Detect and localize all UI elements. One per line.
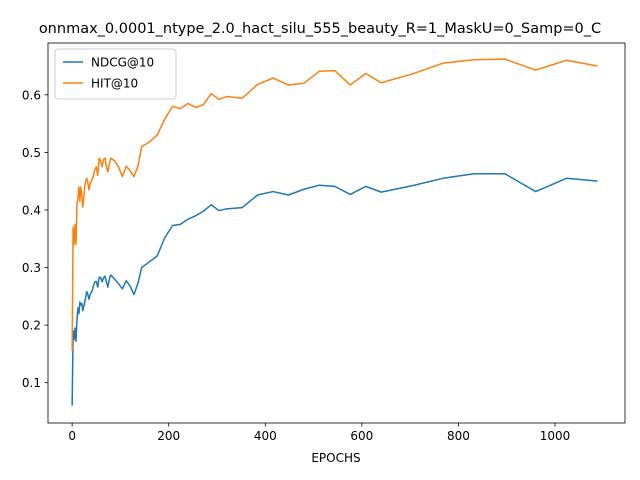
x-tick-label: 400 — [254, 429, 277, 443]
legend-label-ndcg-10: NDCG@10 — [91, 56, 154, 70]
x-tick-label: 1000 — [540, 429, 571, 443]
x-tick-label: 600 — [350, 429, 373, 443]
legend-box — [54, 48, 177, 100]
axes: 0 200 400 600 800 1000 0.1 0.2 0.3 0.4 0.5 0.6 — [22, 42, 626, 443]
x-axis-label: EPOCHS — [311, 451, 360, 465]
y-tick-label: 0.4 — [22, 203, 41, 217]
legend-label-hit-10: HIT@10 — [91, 77, 138, 91]
legend: NDCG@10 HIT@10 — [54, 48, 177, 100]
y-tick-label: 0.2 — [22, 319, 41, 333]
y-tick-label: 0.6 — [22, 88, 41, 102]
axes-frame — [47, 42, 626, 424]
chart-title: onnmax_0.0001_ntype_2.0_hact_silu_555_be… — [39, 21, 601, 37]
plot-area — [71, 58, 598, 406]
series-line-hit-10 — [71, 58, 598, 352]
y-tick-label: 0.5 — [22, 146, 41, 160]
x-tick-label: 200 — [157, 429, 180, 443]
series-line-ndcg-10 — [71, 172, 598, 406]
x-tick-label: 0 — [68, 429, 76, 443]
y-tick-label: 0.1 — [22, 376, 41, 390]
x-tick-label: 800 — [447, 429, 470, 443]
y-tick-label: 0.3 — [22, 261, 41, 275]
